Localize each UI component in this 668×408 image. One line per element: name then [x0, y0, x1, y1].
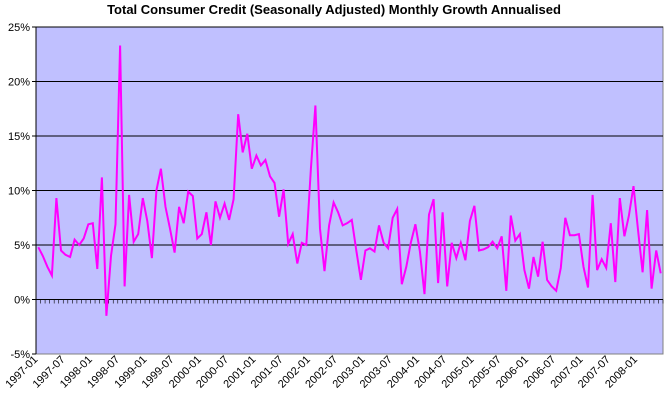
- y-tick-label: 20%: [8, 77, 30, 89]
- y-tick-label: 5%: [14, 240, 30, 252]
- y-tick-label: 10%: [8, 186, 30, 198]
- y-tick-label: -5%: [10, 349, 30, 361]
- series-line: [37, 45, 662, 316]
- chart-title: Total Consumer Credit (Seasonally Adjust…: [107, 2, 561, 17]
- y-tick-label: 15%: [8, 131, 30, 143]
- y-tick-label: 25%: [8, 22, 30, 34]
- y-axis: -5% 0% 5% 10% 15% 20% 25%: [8, 22, 37, 361]
- y-tick-label: 0%: [14, 295, 30, 307]
